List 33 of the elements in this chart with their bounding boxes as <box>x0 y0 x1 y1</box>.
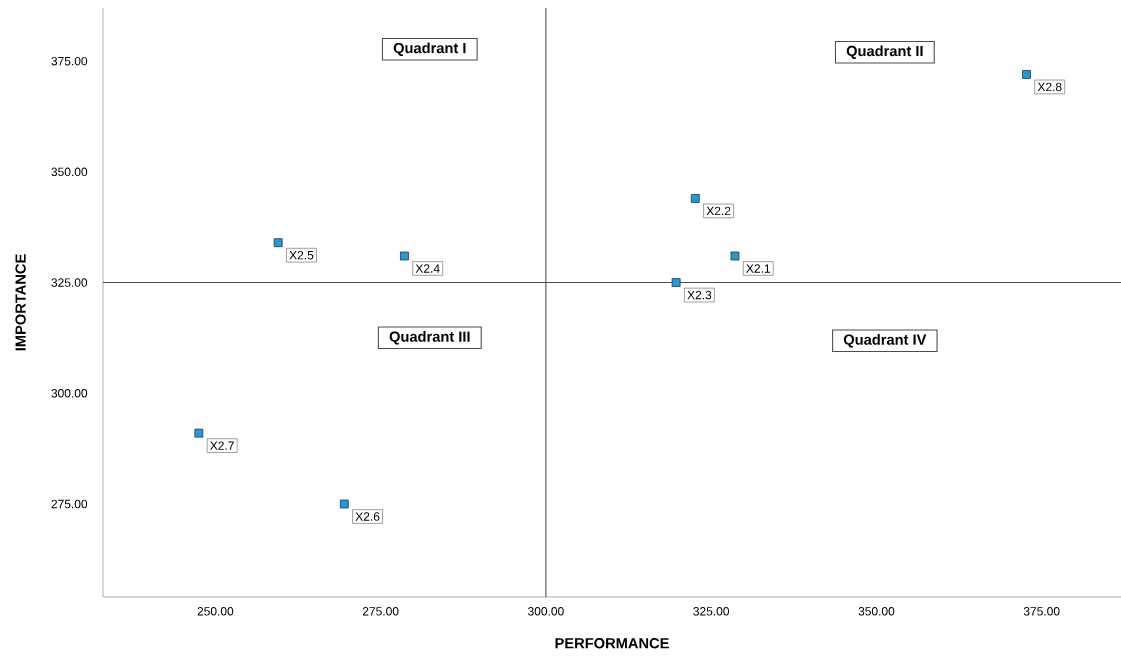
point <box>1022 70 1031 79</box>
point <box>671 278 681 287</box>
annotation: X2.6 <box>355 512 380 521</box>
annotation: Quadrant I <box>393 42 466 56</box>
annotation: X2.3 <box>687 290 712 300</box>
y-tick-label: 350.00 <box>51 167 88 177</box>
annotation: X2.2 <box>706 206 731 216</box>
x-tick-label: 350.00 <box>858 607 895 616</box>
annotation: X2.7 <box>210 441 234 450</box>
annotation: X2.5 <box>289 250 314 260</box>
x-tick-label: 300.00 <box>528 607 564 616</box>
annotation: X2.4 <box>415 264 440 273</box>
annotation: X2.8 <box>1037 82 1062 92</box>
y-tick-label: 300.00 <box>51 389 88 398</box>
point <box>730 251 740 261</box>
y-tick-label: 325.00 <box>51 278 88 287</box>
point <box>690 194 700 203</box>
point <box>400 251 409 261</box>
y-tick-label: 275.00 <box>51 499 88 509</box>
x-axis-title: PERFORMANCE <box>555 638 669 649</box>
point <box>339 499 349 509</box>
annotation: Quadrant III <box>389 331 470 345</box>
y-axis-title: IMPORTANCE <box>15 254 26 351</box>
x-tick-label: 375.00 <box>1023 607 1060 616</box>
x-tick-label: 275.00 <box>362 607 399 616</box>
y-tick-label: 375.00 <box>51 56 88 66</box>
annotation: X2.1 <box>746 264 770 273</box>
annotation: Quadrant IV <box>843 334 927 348</box>
point <box>273 238 283 248</box>
x-tick-label: 250.00 <box>197 607 234 616</box>
point <box>194 428 204 438</box>
annotation: Quadrant II <box>846 45 923 59</box>
x-tick-label: 325.00 <box>693 607 730 616</box>
